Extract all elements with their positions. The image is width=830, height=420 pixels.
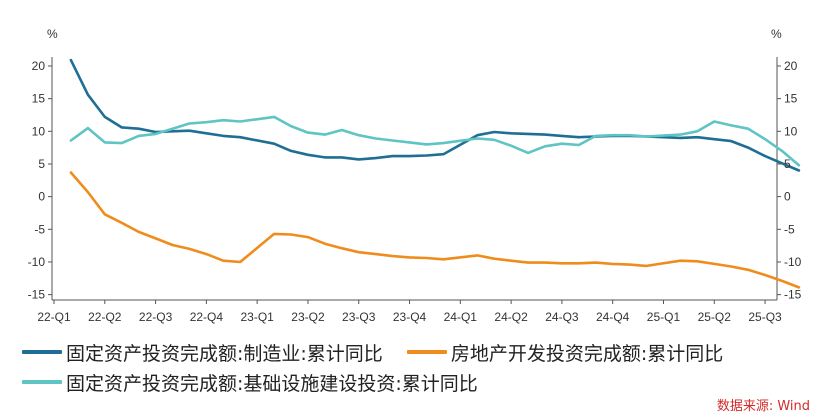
legend-item-real-estate: 房地产开发投资完成额:累计同比 [406,339,724,366]
x-tick-label: 22-Q3 [139,310,173,324]
legend-swatch-real-estate [406,350,447,354]
x-tick-label: 24-Q1 [444,310,478,324]
y-tick-label-left: 20 [32,59,46,73]
legend-item-infrastructure: 固定资产投资完成额:基础设施建设投资:累计同比 [22,369,478,396]
series-lines [69,58,801,289]
legend-label-manufacturing: 固定资产投资完成额:制造业:累计同比 [66,342,383,365]
x-tick-label: 25-Q3 [748,310,782,324]
x-tick-label: 23-Q2 [291,310,325,324]
legend-swatch-manufacturing [22,350,62,354]
x-tick-label: 24-Q2 [494,310,528,324]
y-tick-label-left: 0 [38,190,45,204]
source-note: 数据来源: Wind [716,399,810,414]
y-tick-label-right: 10 [784,124,798,138]
axes [48,57,781,304]
y-tick-label-left: 10 [32,124,46,138]
y-tick-label-left: -5 [34,222,45,236]
x-tick-label: 24-Q4 [596,310,630,324]
y-tick-label-left: -15 [28,288,46,302]
x-tick-label: 23-Q4 [393,310,427,324]
y-unit-left: % [47,27,58,41]
legend-label-real-estate: 房地产开发投资完成额:累计同比 [450,342,724,365]
x-tick-label: 24-Q3 [545,310,579,324]
y-tick-label-right: -15 [784,288,802,302]
x-tick-label: 23-Q1 [240,310,274,324]
y-tick-label-right: 0 [784,190,791,204]
x-tick-label: 22-Q4 [190,310,224,324]
legend-item-manufacturing: 固定资产投资完成额:制造业:累计同比 [22,339,383,366]
x-tick-label: 22-Q2 [88,310,122,324]
y-tick-label-right: 5 [784,157,791,171]
y-tick-label-right: -5 [784,222,795,236]
series-line-1 [69,171,801,289]
y-tick-label-right: 20 [784,59,798,73]
y-tick-label-right: -10 [784,255,802,269]
y-tick-label-left: -10 [28,255,46,269]
y-tick-label-right: 15 [784,92,798,106]
legend-swatch-infrastructure [22,380,62,384]
legend-label-infrastructure: 固定资产投资完成额:基础设施建设投资:累计同比 [66,372,478,395]
x-tick-label: 23-Q3 [342,310,376,324]
series-line-2 [69,115,801,167]
legend-row-1: 固定资产投资完成额:制造业:累计同比 房地产开发投资完成额:累计同比 [22,337,741,366]
axis-labels: % % 20 20 15 15 10 10 5 5 0 0 -5 -5 -10 -10 -15 -15 22-Q1 2… [28,27,802,324]
y-tick-label-left: 15 [32,92,46,106]
x-tick-label: 22-Q1 [37,310,71,324]
x-tick-label: 25-Q2 [698,310,732,324]
y-tick-label-left: 5 [38,157,45,171]
legend-row-2: 固定资产投资完成额:基础设施建设投资:累计同比 [22,367,496,396]
series-line-0 [69,58,801,172]
x-tick-label: 25-Q1 [647,310,681,324]
y-unit-right: % [771,27,782,41]
